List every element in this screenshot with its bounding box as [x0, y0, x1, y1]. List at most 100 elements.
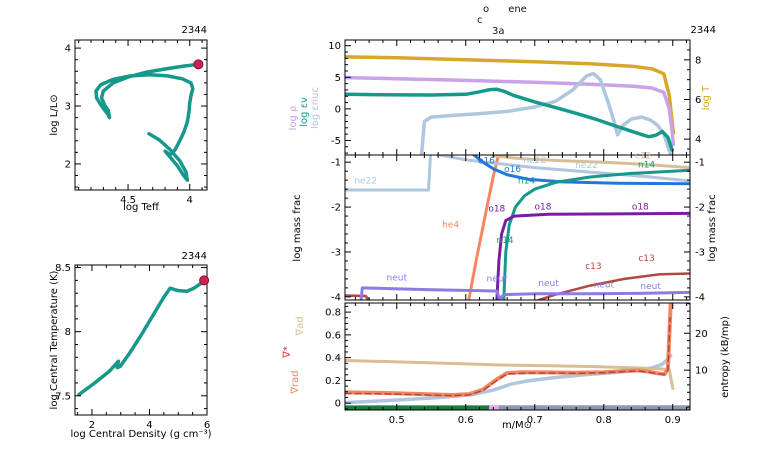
frame: [344, 302, 691, 411]
panel-gradients-entropy: 0.5 0.6 0.7 0.8 0.9 0.8 0.6 0.4 0.2 0 20 10 ∇ad∇* ∇ra…: [282, 302, 731, 431]
y-tick-label: -3: [331, 247, 341, 258]
axis-label: 2344: [182, 25, 207, 36]
ticks: -1 -2 -3 -4 -1 -2 -3 -4: [331, 155, 705, 303]
x-tick-label: 0.6: [458, 415, 474, 426]
y2-tick-label: 20: [695, 329, 708, 340]
panel-thermo-profile: 10 5 0 -5 8 6 4 log ρ log εν log εnuc log T 2344: [288, 25, 716, 156]
y-tick-label: 0.6: [325, 330, 341, 341]
series-o16: [472, 154, 691, 186]
x-tick-label: 4: [187, 195, 193, 206]
axis-label: log εν: [299, 97, 310, 127]
axis-label: log mass frac: [707, 194, 718, 261]
curve-label-o16: o16: [478, 157, 495, 167]
frame: [74, 39, 208, 191]
current-model-marker: [199, 275, 210, 286]
curve-label-he4: he4: [442, 220, 459, 230]
series-c12: [491, 154, 691, 170]
curves: [344, 55, 676, 156]
axis-label: ∇*: [282, 346, 293, 359]
current-model-marker: [193, 59, 204, 70]
axis-label: entropy (kB/mp): [720, 316, 731, 398]
y2-tick-label: -4: [695, 292, 705, 303]
y-tick-label: 8: [65, 327, 71, 338]
y2-tick-label: 8: [695, 55, 701, 66]
curve-label-neut: neut: [487, 275, 508, 285]
y-tick-label: 0: [335, 104, 341, 115]
series-log-rho: [344, 75, 676, 147]
axis-label: log ρ: [288, 106, 299, 131]
curve-label-o18: o18: [632, 202, 649, 212]
x-tick-label: 6: [204, 420, 210, 431]
series-evolution-track: [94, 62, 201, 182]
curves: [344, 154, 691, 301]
header-line-3: 3a: [492, 26, 505, 37]
series-grad-ad: [344, 359, 675, 390]
y-tick-label: 2: [65, 159, 71, 170]
y-tick-label: 7.5: [55, 391, 71, 402]
curves: [77, 278, 206, 397]
y-tick-label: -2: [331, 203, 341, 214]
y-tick-label: -4: [331, 292, 341, 303]
curves: [344, 302, 691, 410]
y-tick-label: -1: [331, 158, 341, 169]
axis-label: log εnuc: [310, 87, 321, 129]
ticks: 10 5 0 -5 8 6 4: [328, 39, 701, 155]
curve-label-o18: o18: [488, 205, 505, 215]
axis-label: log T: [701, 85, 712, 110]
axis-label: 2344: [182, 251, 207, 262]
x-tick-label: 0.8: [596, 415, 612, 426]
y-tick-label: 4: [65, 44, 71, 55]
series-neut: [359, 286, 691, 301]
ticks: 2 4 6 8.5 8 7.5: [55, 263, 210, 431]
series-log-eps-nuc: [419, 71, 673, 156]
y-tick-label: 0: [335, 399, 341, 410]
x-tick-label: 0.5: [389, 415, 405, 426]
axis-label: m/M⊙: [502, 420, 532, 431]
header-line-1: o ene: [483, 4, 527, 15]
axis-label: 2344: [691, 25, 716, 36]
y2-tick-label: 10: [695, 366, 708, 377]
x-tick-label: 0.9: [665, 415, 681, 426]
y-tick-label: 3: [65, 102, 71, 113]
curve-label-c13: c13: [638, 254, 654, 264]
curve-label-c12: c12: [635, 152, 651, 162]
x-tick-label: 4.5: [120, 195, 136, 206]
axis-label: log mass frac: [292, 194, 303, 261]
series-ne22: [344, 154, 691, 192]
x-tick-label: 4: [146, 420, 152, 431]
y2-tick-label: -1: [695, 158, 705, 169]
curve-label-neut: neut: [594, 280, 615, 290]
series-log-eps-nu: [344, 87, 674, 152]
y-tick-label: -5: [331, 136, 341, 147]
curve-label-ne22: ne22: [354, 177, 377, 187]
series-log-T: [344, 55, 676, 135]
axis-label: ∇ad: [295, 316, 306, 336]
axis-label: ∇rad: [290, 370, 301, 394]
y-tick-label: 0.4: [325, 353, 341, 364]
ticks: 4.5 4 4 3 2: [65, 40, 207, 206]
series-entropy: [344, 353, 673, 405]
y-tick-label: 5: [335, 73, 341, 84]
curve-label-neut: neut: [387, 274, 408, 284]
y2-tick-label: -2: [695, 203, 705, 214]
curve-label-ne22: ne22: [575, 161, 598, 171]
x-tick-label: 0.7: [527, 415, 543, 426]
series-grad-actual: [344, 317, 671, 397]
x-tick-label: 2: [89, 420, 95, 431]
frame: [344, 154, 691, 301]
y2-tick-label: 6: [695, 95, 701, 106]
y-tick-label: 0.8: [325, 308, 341, 319]
curve-label-n14: n14: [497, 236, 514, 246]
frame: [74, 264, 208, 416]
curve-label-o16: o16: [504, 165, 521, 175]
y-tick-label: 8.5: [55, 263, 71, 274]
header-line-2: c: [477, 15, 483, 26]
panel-abundance-profile: -1 -2 -3 -4 -1 -2 -3 -4 ne22 ne22 ne22 he4 o16 o16 n14…: [292, 152, 718, 304]
axis-label: log Teff: [123, 202, 160, 213]
axis-label: log Central Temperature (K): [49, 270, 60, 409]
y2-tick-label: 4: [695, 135, 701, 146]
curves: [94, 62, 201, 182]
